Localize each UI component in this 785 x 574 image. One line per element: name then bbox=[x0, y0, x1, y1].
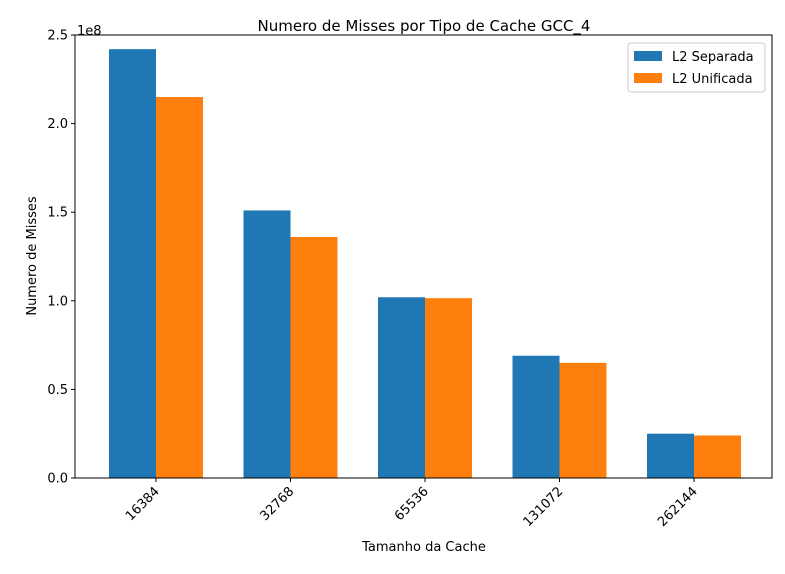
x-tick-label-16384: 16384 bbox=[123, 484, 163, 524]
y-tick-label-3: 1.5 bbox=[47, 206, 68, 221]
y-tick-label-4: 2.0 bbox=[47, 117, 68, 132]
legend-swatch-l2-separada bbox=[634, 51, 662, 61]
x-axis-label: Tamanho da Cache bbox=[361, 540, 486, 555]
y-axis-label: Numero de Misses bbox=[25, 196, 40, 316]
bar-l2-separada-131072 bbox=[512, 355, 560, 478]
bar-l2-separada-32768 bbox=[243, 210, 291, 479]
bar-l2-unificada-262144 bbox=[694, 435, 741, 478]
y-tick-label-1: 0.5 bbox=[47, 383, 68, 398]
legend: L2 Separada L2 Unificada bbox=[627, 42, 766, 93]
chart-title: Numero de Misses por Tipo de Cache GCC_4 bbox=[258, 17, 591, 36]
y-tick-label-0: 0.0 bbox=[47, 472, 68, 487]
legend-label-l2-unificada: L2 Unificada bbox=[672, 72, 753, 87]
x-tick-label-65536: 65536 bbox=[392, 484, 432, 524]
x-axis: 16384 32768 65536 131072 262144 bbox=[123, 478, 701, 530]
bar-l2-unificada-16384 bbox=[156, 97, 203, 479]
y-axis: 0.0 0.5 1.0 1.5 2.0 2.5 bbox=[47, 29, 75, 487]
legend-label-l2-separada: L2 Separada bbox=[672, 50, 754, 65]
bar-l2-unificada-32768 bbox=[290, 237, 338, 478]
bar-l2-unificada-65536 bbox=[425, 298, 472, 478]
plot-frame bbox=[74, 34, 773, 479]
x-tick-label-131072: 131072 bbox=[521, 484, 567, 530]
bar-l2-separada-65536 bbox=[378, 297, 425, 478]
x-tick-label-262144: 262144 bbox=[655, 484, 701, 530]
y-tick-label-5: 2.5 bbox=[47, 29, 68, 44]
y-tick-label-2: 1.0 bbox=[47, 294, 68, 309]
y-offset-text: 1e8 bbox=[77, 24, 102, 39]
bar-l2-unificada-131072 bbox=[559, 362, 607, 478]
legend-swatch-l2-unificada bbox=[634, 73, 662, 83]
bars-group bbox=[109, 49, 741, 479]
bar-l2-separada-16384 bbox=[109, 49, 156, 479]
x-tick-label-32768: 32768 bbox=[257, 484, 297, 524]
bar-l2-separada-262144 bbox=[647, 433, 694, 478]
legend-box bbox=[627, 42, 766, 93]
